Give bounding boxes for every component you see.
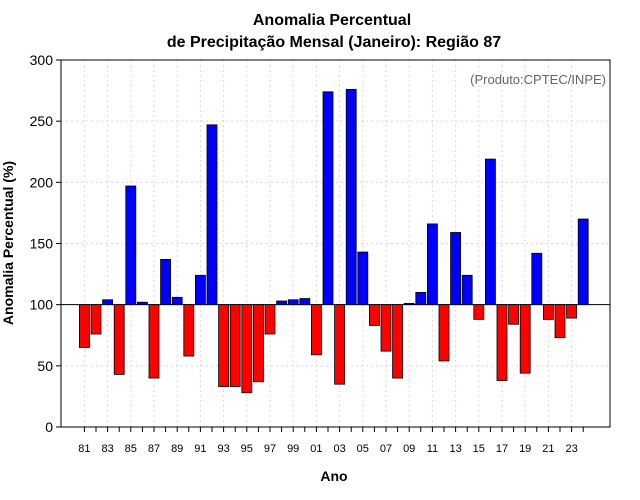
x-tick-label: 05 [357, 443, 369, 455]
chart-subtitle: de Precipitação Mensal (Janeiro): Região… [167, 34, 501, 51]
x-tick-label: 99 [287, 443, 299, 455]
bar-1993 [218, 304, 230, 388]
bar-1981 [79, 304, 90, 348]
x-tick-label: 81 [78, 443, 90, 455]
bar-2007 [380, 304, 392, 352]
bar-1990 [183, 304, 195, 357]
x-tick-label: 95 [241, 443, 253, 455]
x-tick-label: 83 [101, 443, 113, 455]
bar-2014 [461, 274, 473, 306]
bar-1982 [90, 304, 102, 335]
y-axis-title: Anomalia Percentual (%) [0, 161, 16, 325]
x-tick-label: 89 [171, 443, 183, 455]
bar-1983 [102, 299, 113, 306]
x-tick-label: 21 [542, 443, 554, 455]
bar-1996 [252, 304, 264, 383]
x-tick-label: 87 [148, 443, 160, 455]
chart-title: Anomalia Percentual [253, 12, 411, 29]
x-tick-label: 11 [427, 443, 438, 455]
x-tick-label: 93 [217, 443, 229, 455]
x-axis-title: Ano [320, 468, 347, 484]
x-tick-label: 17 [496, 443, 508, 455]
y-tick-label: 250 [30, 113, 54, 129]
x-tick-label: 03 [333, 443, 345, 455]
bar-2008 [392, 304, 404, 379]
bar-1984 [113, 304, 125, 375]
bar-2012 [438, 304, 450, 362]
x-tick-label: 07 [380, 443, 392, 455]
bar-1995 [241, 304, 253, 394]
bar-1987 [148, 304, 160, 379]
bar-2005 [357, 251, 369, 306]
x-tick-label: 01 [310, 443, 322, 455]
y-tick-label: 100 [30, 297, 54, 313]
y-tick-label: 0 [45, 419, 53, 435]
bar-2024 [577, 218, 589, 306]
y-tick-label: 200 [30, 174, 54, 190]
bar-1985 [125, 185, 137, 306]
x-tick-label: 19 [519, 443, 531, 455]
bar-2017 [496, 304, 508, 381]
x-tick-label: 91 [194, 443, 206, 455]
bar-2011 [426, 223, 438, 306]
y-tick-label: 50 [37, 358, 53, 374]
x-tick-label: 23 [565, 443, 577, 455]
x-tick-label: 13 [449, 443, 461, 455]
bar-2018 [508, 304, 520, 325]
bar-2000 [299, 298, 311, 306]
x-axis: 81 83 85 87 89 91 93 95 97 99 01 03 05 07 09 11 13 15 17 19… [78, 427, 584, 455]
bar-2021 [543, 304, 554, 320]
bar-1997 [264, 304, 276, 335]
bar-2009 [403, 303, 415, 306]
bar-1986 [136, 301, 148, 306]
x-tick-label: 15 [473, 443, 485, 455]
credit-label: (Produto:CPTEC/INPE) [470, 72, 606, 87]
x-tick-label: 09 [403, 443, 415, 455]
bar-1988 [160, 259, 172, 306]
y-tick-label: 300 [30, 52, 54, 68]
bar-2015 [473, 304, 485, 320]
bar-2001 [310, 304, 322, 356]
bar-1991 [194, 274, 206, 306]
bar-1992 [206, 124, 218, 306]
bar-2003 [334, 304, 346, 385]
y-tick-label: 150 [30, 236, 54, 252]
x-tick-label: 97 [264, 443, 276, 455]
y-axis: 0 50 100 150 200 250 300 [30, 52, 61, 435]
bar-series [79, 88, 589, 394]
bar-1999 [287, 299, 299, 306]
bar-2013 [450, 232, 462, 306]
bar-2020 [531, 252, 543, 306]
bar-1998 [276, 300, 288, 306]
bar-2010 [415, 292, 427, 306]
bar-2022 [554, 304, 566, 339]
bar-2002 [322, 91, 334, 306]
bar-2004 [345, 88, 357, 306]
bar-1994 [229, 304, 241, 388]
bar-2019 [519, 304, 531, 374]
bar-2016 [484, 158, 496, 306]
x-tick-label: 85 [125, 443, 137, 455]
bar-1989 [171, 296, 183, 306]
bar-2023 [566, 304, 577, 319]
bar-2006 [368, 304, 380, 326]
